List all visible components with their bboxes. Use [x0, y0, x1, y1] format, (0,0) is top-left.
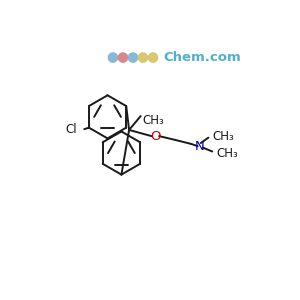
Text: Chem.com: Chem.com — [163, 51, 241, 64]
Circle shape — [148, 53, 158, 62]
Text: CH₃: CH₃ — [212, 130, 234, 142]
Text: O: O — [150, 130, 160, 142]
Text: CH₃: CH₃ — [216, 146, 238, 160]
Circle shape — [138, 53, 148, 62]
Text: Cl: Cl — [66, 123, 77, 136]
Text: N: N — [195, 140, 205, 153]
Circle shape — [128, 53, 138, 62]
Text: CH₃: CH₃ — [142, 114, 164, 127]
Circle shape — [118, 53, 128, 62]
Circle shape — [108, 53, 118, 62]
